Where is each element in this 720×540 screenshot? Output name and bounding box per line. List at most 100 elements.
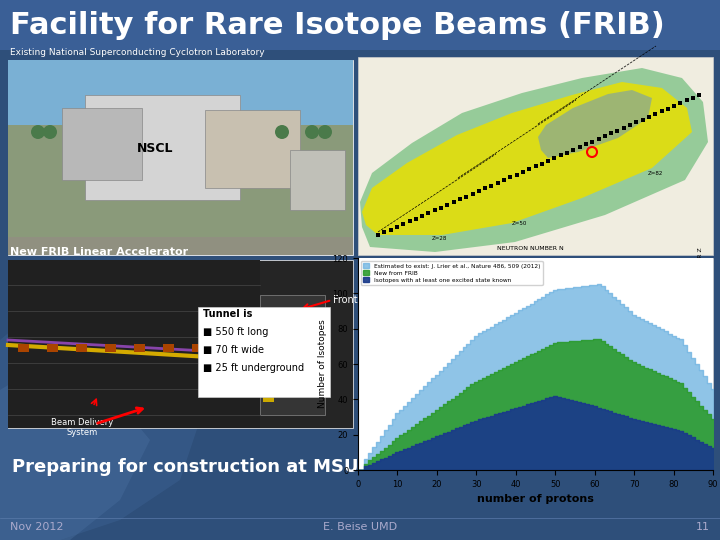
Legend: Estimated to exist: J. Lrier et al., Nature 486, 509 (2012), New from FRIB, Isot: Estimated to exist: J. Lrier et al., Nat… [361, 261, 543, 285]
Bar [433, 208, 437, 212]
Bar [221, 344, 232, 352]
Bar [76, 344, 87, 352]
Bar [502, 178, 506, 182]
Bar [62, 108, 142, 180]
Bar [408, 219, 412, 223]
Text: Z=82: Z=82 [648, 171, 663, 176]
Text: Nov 2012: Nov 2012 [10, 522, 63, 532]
Bar [521, 170, 525, 174]
Bar [134, 344, 145, 352]
Circle shape [31, 125, 45, 139]
Bar [672, 104, 676, 108]
Bar [666, 106, 670, 111]
Bar [534, 164, 538, 168]
Bar [163, 344, 174, 352]
Text: Existing National Superconducting Cyclotron Laboratory: Existing National Superconducting Cyclot… [10, 48, 265, 57]
Bar [571, 148, 575, 152]
Polygon shape [362, 82, 692, 235]
Bar [8, 260, 353, 428]
Bar [628, 123, 632, 127]
Bar [691, 96, 695, 99]
Bar [414, 217, 418, 220]
Polygon shape [360, 68, 708, 252]
Bar [439, 206, 443, 210]
Bar [395, 225, 399, 229]
Bar [290, 150, 345, 210]
Bar [458, 197, 462, 201]
Bar [634, 120, 639, 124]
Bar [18, 344, 29, 352]
Bar [495, 181, 500, 185]
Bar [426, 211, 431, 215]
Bar [540, 161, 544, 165]
Bar [527, 167, 531, 171]
Bar [546, 159, 550, 163]
Bar [105, 344, 116, 352]
Bar [263, 310, 274, 402]
Bar [8, 125, 353, 255]
Text: New FRIB Linear Accelerator: New FRIB Linear Accelerator [10, 247, 188, 257]
Bar [401, 222, 405, 226]
Bar [552, 156, 557, 160]
Bar [376, 233, 380, 237]
Circle shape [305, 125, 319, 139]
Bar [192, 344, 203, 352]
Bar [8, 260, 260, 428]
Bar [647, 115, 651, 119]
Bar [697, 93, 701, 97]
Text: ■ 550 ft long: ■ 550 ft long [203, 327, 269, 337]
Polygon shape [538, 90, 652, 158]
Bar [0, 0, 720, 50]
Polygon shape [0, 290, 200, 540]
Bar [559, 153, 563, 157]
Bar [678, 101, 683, 105]
Text: Front End: Front End [333, 295, 379, 305]
Bar [584, 142, 588, 146]
Text: Z=28: Z=28 [432, 236, 447, 241]
Bar [616, 129, 619, 132]
Text: Preparing for construction at MSU: Preparing for construction at MSU [12, 458, 359, 476]
Bar [8, 60, 353, 255]
Bar [490, 184, 493, 187]
Text: NSCL: NSCL [137, 141, 174, 154]
Bar [577, 145, 582, 149]
Bar [596, 137, 600, 141]
Bar [382, 230, 387, 234]
Bar [358, 258, 713, 470]
Bar [653, 112, 657, 116]
Polygon shape [0, 360, 150, 540]
Text: NEUTRON NUMBER N: NEUTRON NUMBER N [497, 246, 563, 251]
Y-axis label: Number of Isotopes: Number of Isotopes [318, 320, 327, 408]
Bar [515, 172, 518, 177]
Bar [483, 186, 487, 190]
Text: ■ 25 ft underground: ■ 25 ft underground [203, 363, 304, 373]
Bar [205, 110, 300, 188]
Bar [685, 98, 689, 102]
Text: ■ 70 ft wide: ■ 70 ft wide [203, 345, 264, 355]
Text: E. Beise UMD: E. Beise UMD [323, 522, 397, 532]
Bar [621, 126, 626, 130]
Bar [609, 131, 613, 135]
X-axis label: number of protons: number of protons [477, 494, 594, 504]
Bar [47, 344, 58, 352]
Circle shape [318, 125, 332, 139]
Bar [603, 134, 607, 138]
Bar [358, 57, 713, 255]
Bar [389, 227, 392, 232]
Text: Facility for Rare Isotope Beams (FRIB): Facility for Rare Isotope Beams (FRIB) [10, 10, 665, 39]
Text: Z=50: Z=50 [512, 221, 527, 226]
Bar [590, 139, 594, 144]
Text: 11: 11 [696, 522, 710, 532]
Circle shape [275, 125, 289, 139]
Bar [420, 214, 424, 218]
Text: Beam Delivery
System: Beam Delivery System [51, 418, 113, 437]
Bar [451, 200, 456, 204]
Bar [565, 151, 569, 154]
Bar [470, 192, 474, 195]
Bar [464, 194, 468, 199]
Bar [198, 307, 330, 397]
Bar [260, 295, 325, 415]
Bar [660, 109, 664, 113]
Bar [477, 189, 481, 193]
Text: PROTON NUMBER Z: PROTON NUMBER Z [698, 247, 703, 309]
